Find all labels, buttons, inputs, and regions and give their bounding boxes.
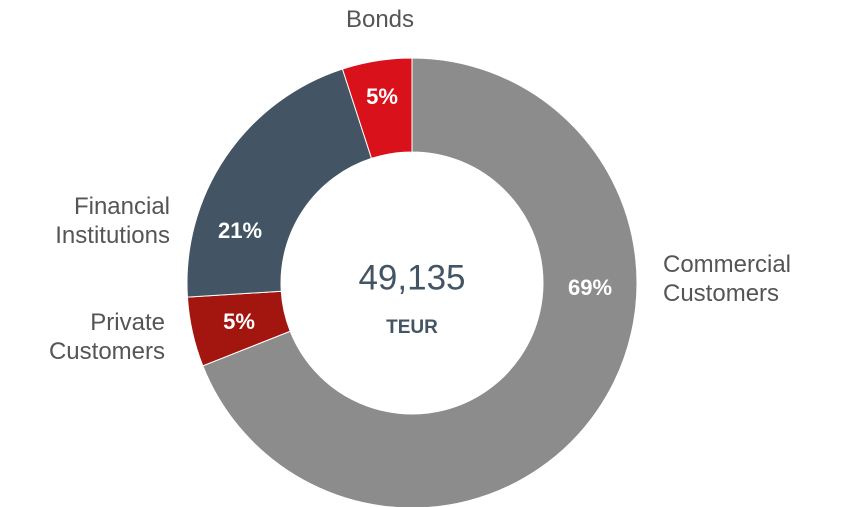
percent-label: 5% (223, 309, 255, 334)
center-unit: TEUR (386, 317, 438, 338)
donut-segment (202, 57, 638, 507)
donut-segment (341, 57, 413, 160)
category-label: Commercial Customers (663, 251, 792, 307)
center-value: 49,135 (358, 258, 465, 297)
percent-label: 21% (218, 218, 262, 243)
percent-label: 5% (366, 84, 398, 109)
category-label: Financial Institutions (55, 193, 170, 249)
percent-label: 69% (568, 275, 612, 300)
category-label: Bonds (345, 6, 415, 33)
donut-segment (186, 68, 373, 298)
category-label: Private Customers (48, 309, 165, 365)
